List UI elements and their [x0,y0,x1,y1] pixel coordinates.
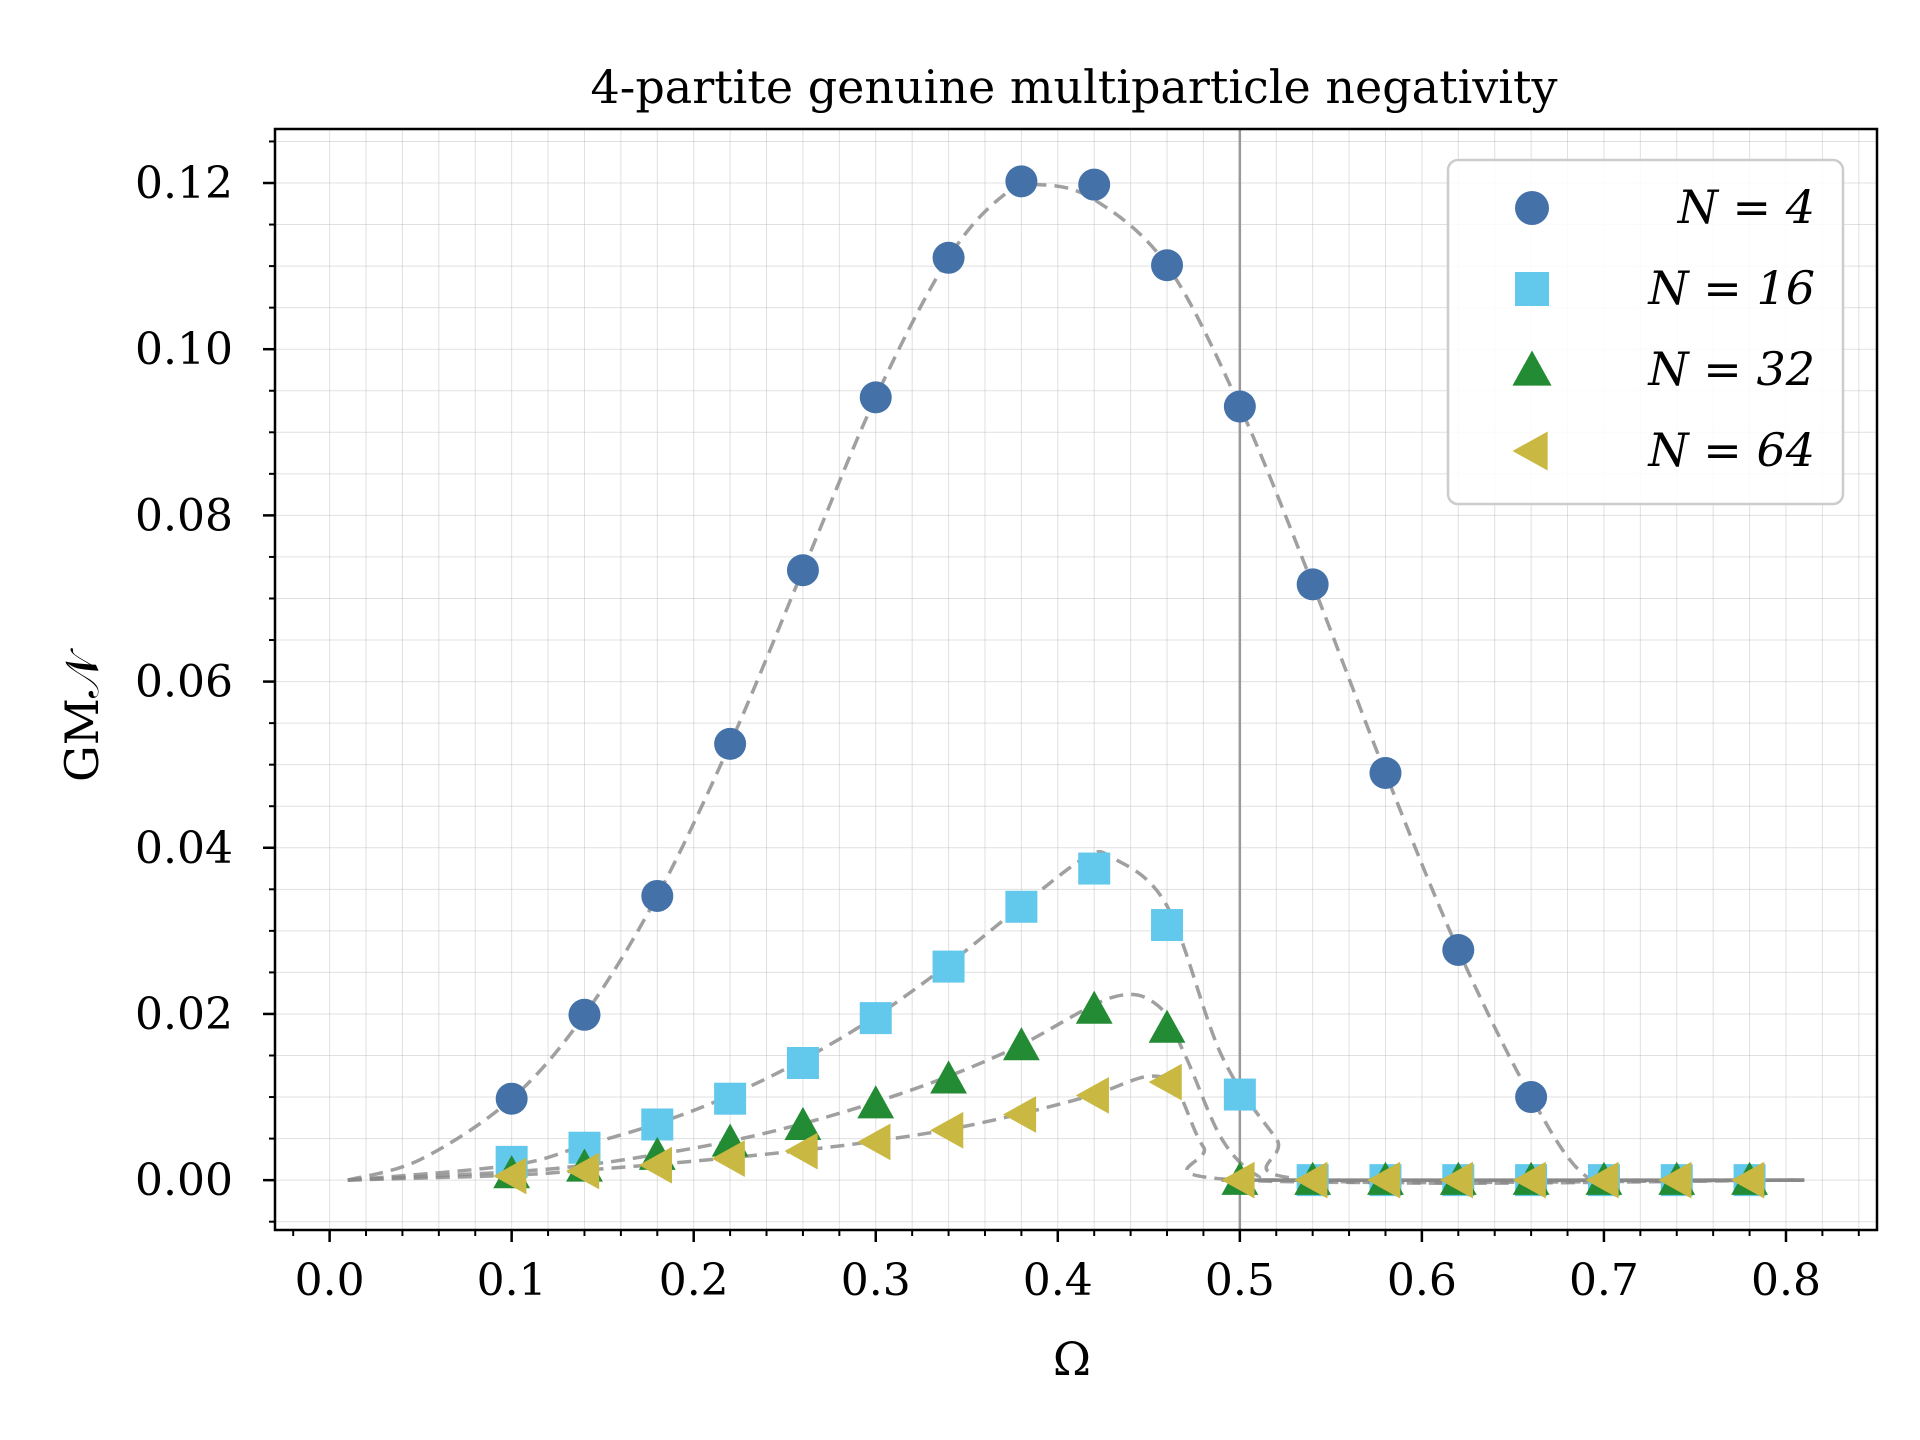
y-tick-label: 0.06 [135,657,233,708]
data-point-n4 [1296,568,1329,601]
data-point-n4 [1223,390,1256,423]
x-tick-label: 0.3 [841,1255,911,1306]
data-point-n4 [1515,1081,1548,1114]
plot-frame [273,127,1879,1232]
data-point-n64 [1294,1161,1328,1199]
data-point-n64 [784,1132,818,1170]
x-tick-label: 0.5 [1205,1255,1275,1306]
y-tick-label: 0.00 [135,1155,233,1206]
data-point-n64 [857,1123,891,1161]
legend-label-n16: N = 16 [1647,261,1815,315]
data-point-n4 [495,1082,528,1115]
x-tick-label: 0.8 [1751,1255,1821,1306]
data-point-n4 [714,727,747,760]
data-point-n32 [784,1106,822,1141]
data-point-n64 [1512,1161,1546,1199]
x-tick-label: 0.7 [1569,1255,1639,1306]
data-point-n64 [930,1111,964,1149]
data-point-n64 [638,1146,673,1184]
data-point-n16 [1151,909,1184,942]
data-point-n4 [1005,165,1038,198]
y-tick-label: 0.12 [135,158,233,209]
data-point-n4 [932,241,965,274]
data-point-n64 [1658,1161,1692,1199]
data-point-n4 [859,381,892,414]
data-point-n64 [1002,1096,1037,1133]
data-point-n32 [857,1085,895,1119]
data-point-n4 [568,998,601,1031]
data-point-n64 [1221,1161,1255,1199]
legend-label-n64: N = 64 [1647,423,1815,477]
legend-marker-n4 [1515,191,1549,225]
axis-ticks: 0.0 0.1 0.2 0.3 0.4 0.5 0.6 0.7 0.8 0.00 0.02 0.04 0… [135,140,1860,1306]
data-point-n16 [1005,890,1038,923]
data-point-n16 [641,1108,674,1141]
fit-curve [347,1074,1805,1185]
y-axis-label: GM𝒩 [55,647,109,782]
data-point-n4 [786,554,819,587]
data-point-n4 [1151,249,1184,282]
data-point-n64 [1439,1161,1474,1199]
y-tick-label: 0.10 [135,324,233,375]
x-tick-label: 0.1 [477,1255,547,1306]
legend: N = 4 N = 16 N = 32 N = 64 [1446,158,1845,506]
data-point-n4 [1442,933,1475,966]
data-point-n16 [786,1046,819,1079]
legend-label-n32: N = 32 [1647,342,1815,396]
data-point-n4 [641,879,674,912]
data-point-n4 [1078,168,1111,201]
data-point-n64 [566,1152,600,1190]
x-axis-label: Ω [1053,1332,1091,1386]
x-tick-label: 0.0 [295,1255,365,1306]
data-point-n64 [1585,1161,1619,1199]
y-tick-label: 0.02 [135,989,233,1040]
legend-box [1446,158,1845,506]
data-point-n64 [1075,1076,1109,1114]
data-point-n64 [1367,1161,1401,1199]
data-point-n32 [1148,1009,1186,1043]
data-point-n16 [932,950,965,983]
data-point-n64 [711,1140,745,1177]
x-tick-label: 0.2 [659,1255,729,1306]
chart-title: 4-partite genuine multiparticle negativi… [591,60,1558,114]
data-point-n16 [859,1002,892,1035]
data-point-n32 [1075,990,1113,1024]
data-point-n64 [1148,1063,1182,1101]
legend-marker-n32 [1512,350,1552,386]
x-tick-label: 0.6 [1387,1255,1457,1306]
y-tick-label: 0.08 [135,490,233,541]
data-markers [493,165,1768,1199]
legend-label-n4: N = 4 [1677,180,1815,234]
fit-curve [347,182,1805,1185]
data-point-n64 [1731,1161,1765,1199]
data-point-n16 [714,1082,747,1115]
data-point-n32 [1002,1027,1040,1061]
legend-marker-n16 [1515,272,1549,306]
data-point-n16 [1078,852,1111,885]
data-point-n16 [1223,1078,1256,1111]
data-point-n32 [930,1060,967,1094]
y-tick-label: 0.04 [135,823,233,874]
legend-marker-n64 [1512,431,1548,471]
data-point-n64 [493,1157,527,1195]
x-tick-label: 0.4 [1023,1255,1093,1306]
data-point-n4 [1369,756,1402,789]
